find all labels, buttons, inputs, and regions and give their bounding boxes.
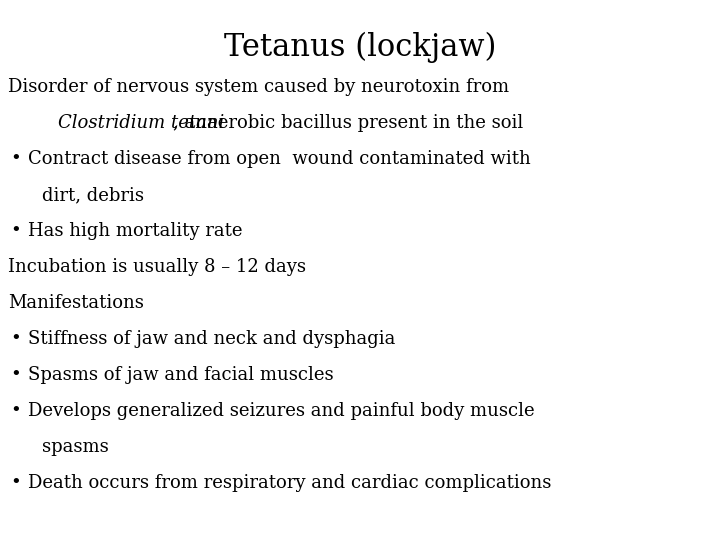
Text: dirt, debris: dirt, debris [42,186,144,204]
Text: Stiffness of jaw and neck and dysphagia: Stiffness of jaw and neck and dysphagia [28,330,395,348]
Text: Tetanus (lockjaw): Tetanus (lockjaw) [224,32,496,63]
Text: Develops generalized seizures and painful body muscle: Develops generalized seizures and painfu… [28,402,535,420]
Text: •: • [10,474,21,492]
Text: •: • [10,330,21,348]
Text: Disorder of nervous system caused by neurotoxin from: Disorder of nervous system caused by neu… [8,78,509,96]
Text: Spasms of jaw and facial muscles: Spasms of jaw and facial muscles [28,366,333,384]
Text: Contract disease from open  wound contaminated with: Contract disease from open wound contami… [28,150,531,168]
Text: Clostridium tetani: Clostridium tetani [58,114,224,132]
Text: •: • [10,150,21,168]
Text: , anaerobic bacillus present in the soil: , anaerobic bacillus present in the soil [173,114,523,132]
Text: Manifestations: Manifestations [8,294,144,312]
Text: •: • [10,222,21,240]
Text: •: • [10,402,21,420]
Text: spasms: spasms [42,438,109,456]
Text: Has high mortality rate: Has high mortality rate [28,222,243,240]
Text: Incubation is usually 8 – 12 days: Incubation is usually 8 – 12 days [8,258,306,276]
Text: •: • [10,366,21,384]
Text: Death occurs from respiratory and cardiac complications: Death occurs from respiratory and cardia… [28,474,552,492]
